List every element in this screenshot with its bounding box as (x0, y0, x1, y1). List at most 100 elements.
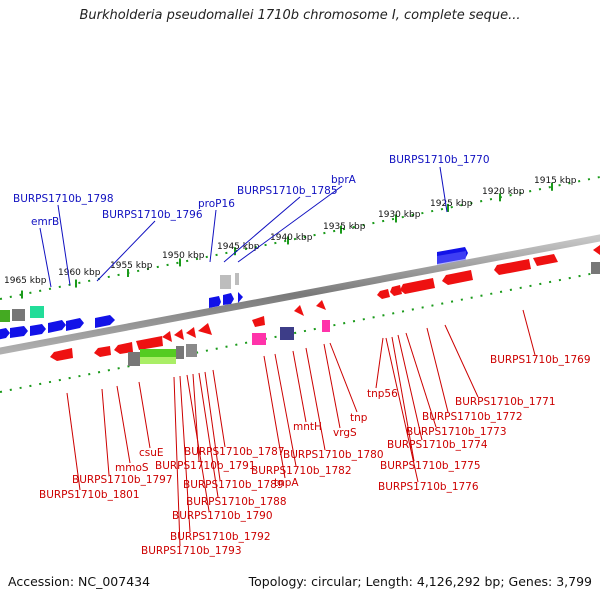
reverse-gene-label[interactable]: BURPS1710b_1787 (184, 446, 285, 458)
forward-gene-label[interactable]: proP16 (198, 198, 235, 210)
inner-scale-ring (0, 271, 600, 393)
gene-reverse[interactable] (294, 305, 304, 316)
reverse-gene-label[interactable]: BURPS1710b_1790 (172, 510, 273, 522)
gene-reverse[interactable] (162, 331, 172, 342)
gene-reverse[interactable] (50, 348, 73, 361)
gene-reverse[interactable] (140, 357, 176, 364)
gene-reverse[interactable] (114, 342, 133, 354)
gene-reverse[interactable] (94, 346, 111, 357)
leader-lines (39, 166, 536, 547)
reverse-gene-label[interactable]: tnp56 (367, 388, 398, 400)
leader-line (274, 353, 297, 467)
leader-line (405, 332, 437, 428)
gene-reverse[interactable] (322, 320, 330, 332)
forward-gene-label[interactable]: bprA (331, 174, 357, 186)
gene-reverse[interactable] (494, 259, 531, 275)
reverse-gene-label[interactable]: csuE (139, 447, 164, 459)
reverse-gene-label[interactable]: BURPS1710b_1772 (422, 411, 523, 423)
gene-reverse[interactable] (316, 300, 326, 310)
gene-forward[interactable] (235, 273, 239, 285)
gene-reverse[interactable] (593, 245, 600, 255)
gene-forward[interactable] (209, 296, 221, 308)
reverse-gene-label[interactable]: tnp (350, 412, 368, 424)
gene-forward[interactable] (30, 324, 46, 336)
reverse-gene-label[interactable]: BURPS1710b_1792 (170, 531, 271, 543)
reverse-gene-label[interactable]: BURPS1710b_1782 (251, 465, 352, 477)
kbp-label: 1940 kbp (270, 233, 313, 243)
gene-reverse[interactable] (128, 352, 140, 366)
gene-forward[interactable] (10, 326, 28, 338)
leader-line (426, 327, 449, 413)
kbp-labels: 1915 kbp 1920 kbp 1925 kbp 1930 kbp 1935 kbp… (4, 176, 577, 286)
leader-line (66, 392, 81, 491)
gene-forward[interactable] (48, 320, 66, 333)
reverse-gene-label[interactable]: BURPS1710b_1797 (72, 474, 173, 486)
gene-reverse[interactable] (174, 329, 184, 340)
reverse-gene-label[interactable]: BURPS1710b_1780 (283, 449, 384, 461)
leader-line (198, 372, 219, 498)
gene-reverse[interactable] (252, 333, 266, 345)
leader-line (263, 355, 286, 479)
forward-gene-label[interactable]: emrB (31, 216, 59, 228)
reverse-gene-label[interactable]: BURPS1710b_1769 (490, 354, 591, 366)
reverse-gene-label[interactable]: mntH (293, 421, 322, 433)
reverse-gene-label[interactable]: vrgS (333, 427, 357, 439)
leader-line (173, 376, 181, 547)
forward-genes (0, 247, 468, 340)
leader-line (39, 227, 52, 288)
gene-reverse[interactable] (533, 254, 558, 266)
kbp-label: 1965 kbp (4, 276, 47, 286)
leader-line (57, 204, 71, 286)
reverse-labels: BURPS1710b_1769 BURPS1710b_1771 BURPS1710b… (39, 354, 591, 557)
gene-forward[interactable] (12, 309, 25, 321)
leader-line (101, 388, 110, 476)
reverse-genes (50, 245, 600, 366)
gene-reverse[interactable] (591, 262, 600, 274)
accession-text: Accession: NC_007434 (8, 574, 151, 589)
leader-line (223, 196, 301, 263)
gene-reverse[interactable] (176, 346, 184, 359)
gene-forward[interactable] (66, 318, 84, 331)
kbp-label: 1920 kbp (482, 187, 525, 197)
gene-reverse[interactable] (442, 270, 473, 285)
forward-gene-label[interactable]: BURPS1710b_1785 (237, 185, 338, 197)
gene-reverse[interactable] (186, 344, 197, 357)
reverse-gene-label[interactable]: BURPS1710b_1788 (186, 496, 287, 508)
forward-gene-label[interactable]: BURPS1710b_1770 (389, 154, 490, 166)
gene-forward[interactable] (220, 275, 231, 289)
reverse-gene-label[interactable]: BURPS1710b_1775 (380, 460, 481, 472)
kbp-label: 1950 kbp (162, 251, 205, 261)
reverse-gene-label[interactable]: tnpA (274, 477, 299, 489)
reverse-gene-label[interactable]: BURPS1710b_1776 (378, 481, 479, 493)
gene-reverse[interactable] (390, 285, 402, 296)
gene-reverse[interactable] (400, 278, 435, 294)
leader-line (323, 343, 341, 429)
gene-reverse[interactable] (377, 289, 390, 299)
gene-reverse[interactable] (280, 327, 294, 340)
leader-line (385, 337, 419, 483)
reverse-gene-label[interactable]: BURPS1710b_1801 (39, 489, 140, 501)
genome-summary-text: Topology: circular; Length: 4,126,292 bp… (248, 574, 592, 589)
gene-forward[interactable] (0, 328, 10, 340)
gene-forward[interactable] (223, 293, 234, 305)
gene-reverse[interactable] (252, 316, 265, 327)
gene-forward[interactable] (30, 306, 44, 318)
gene-forward[interactable] (0, 310, 10, 322)
reverse-gene-label[interactable]: BURPS1710b_1774 (387, 439, 488, 451)
gene-reverse[interactable] (186, 327, 196, 338)
reverse-gene-label[interactable]: BURPS1710b_1791 (155, 460, 256, 472)
reverse-gene-label[interactable]: mmoS (115, 462, 149, 474)
gene-forward[interactable] (238, 292, 243, 303)
reverse-gene-label[interactable]: BURPS1710b_1771 (455, 396, 556, 408)
leader-line (397, 334, 423, 441)
gene-forward[interactable] (437, 251, 466, 265)
forward-gene-label[interactable]: BURPS1710b_1798 (13, 193, 114, 205)
gene-reverse[interactable] (136, 336, 163, 350)
gene-reverse[interactable] (198, 323, 212, 335)
reverse-gene-label[interactable]: BURPS1710b_1773 (406, 426, 507, 438)
reverse-gene-label[interactable]: BURPS1710b_1789 (183, 479, 284, 491)
forward-gene-label[interactable]: BURPS1710b_1796 (102, 209, 203, 221)
gene-forward[interactable] (95, 315, 115, 328)
leader-line (204, 371, 221, 481)
reverse-gene-label[interactable]: BURPS1710b_1793 (141, 545, 242, 557)
